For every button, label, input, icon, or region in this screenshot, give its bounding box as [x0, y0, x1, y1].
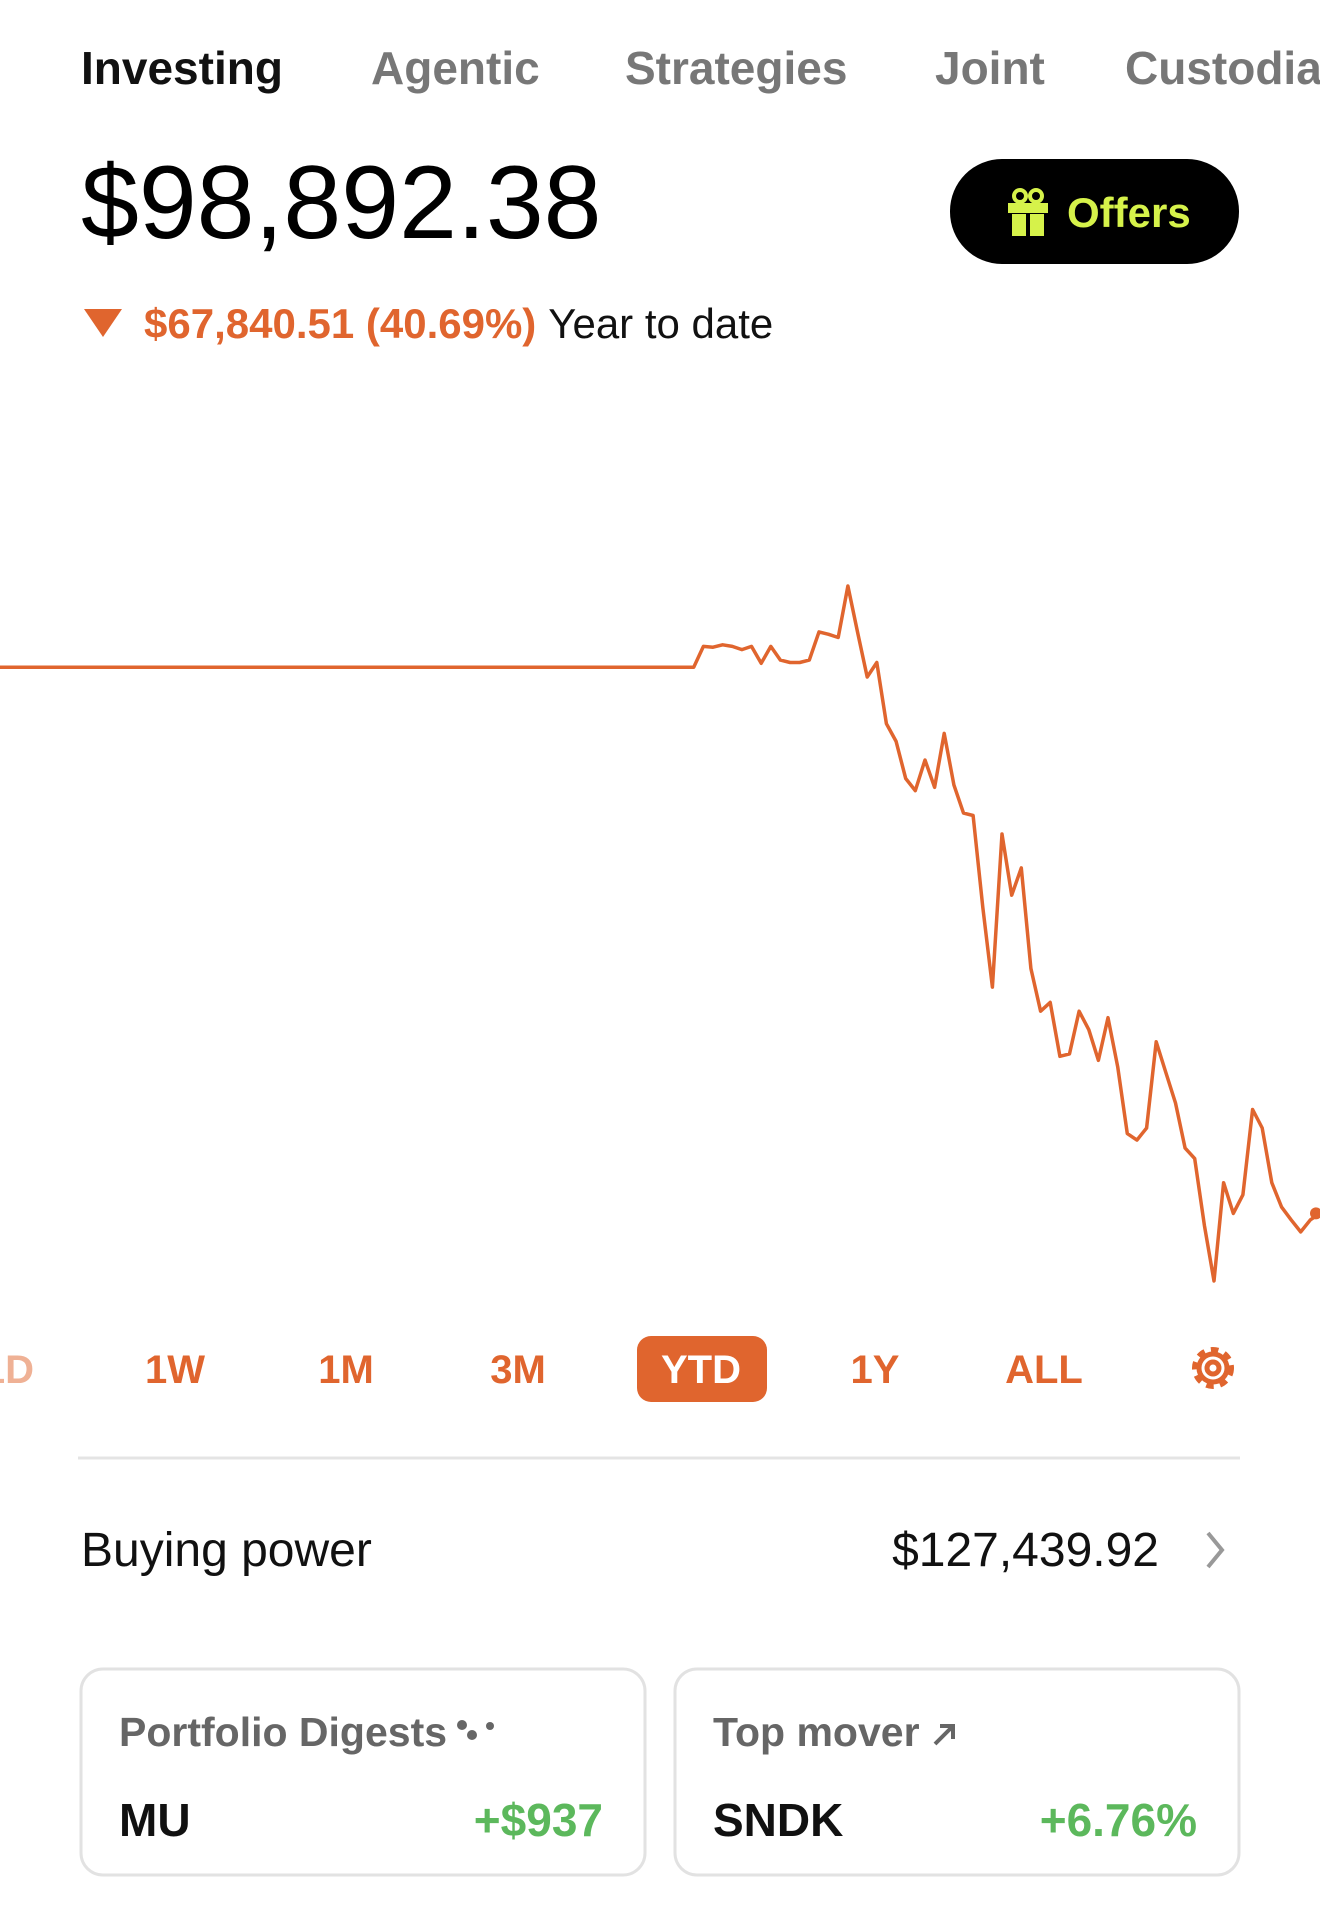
buying-power-label: Buying power — [81, 1524, 372, 1577]
card-value: +$937 — [474, 1794, 603, 1846]
change-amount: $67,840.51 (40.69%) — [144, 300, 536, 347]
range-button[interactable]: YTD — [661, 1348, 741, 1392]
arrow-icon — [933, 1724, 955, 1746]
range-active-bg — [637, 1336, 767, 1402]
gift-icon — [1008, 188, 1048, 236]
buying-power-value: $127,439.92 — [892, 1524, 1159, 1577]
settings-gear[interactable] — [1192, 1347, 1234, 1389]
card-value: +6.76% — [1040, 1794, 1197, 1846]
range-button[interactable]: ALL — [1005, 1348, 1083, 1392]
tab[interactable]: Joint — [935, 42, 1045, 94]
offers-bg — [950, 159, 1239, 264]
range-button[interactable]: 1D — [0, 1348, 34, 1392]
card-ticker: MU — [119, 1794, 191, 1846]
tab[interactable]: Custodial — [1125, 42, 1320, 94]
card[interactable]: Portfolio Digests MU +$937 — [79, 1667, 647, 1877]
card-title: Top mover — [713, 1709, 920, 1755]
offers-label: Offers — [1067, 189, 1191, 236]
card-bg — [79, 1667, 647, 1877]
offers-button[interactable]: Offers — [950, 159, 1239, 264]
range-selector: 1D 1W 1M 3M YTD 1Y ALL — [0, 1336, 1083, 1402]
change: $67,840.51 (40.69%) Year to date — [144, 300, 773, 347]
tab[interactable]: Strategies — [625, 42, 847, 94]
balance: $98,892.38 — [81, 145, 602, 261]
chart — [0, 584, 1320, 1283]
range-button[interactable]: 3M — [490, 1348, 546, 1392]
card-title: Portfolio Digests — [119, 1709, 447, 1755]
down-arrow — [84, 309, 122, 337]
card[interactable]: Top mover SNDK +6.76% — [673, 1667, 1241, 1877]
tab[interactable]: Agentic — [371, 42, 540, 94]
change-period: Year to date — [548, 300, 773, 347]
card-ticker: SNDK — [713, 1794, 843, 1846]
tab-active[interactable]: Investing — [81, 42, 283, 94]
range-button[interactable]: 1M — [318, 1348, 374, 1392]
digest-icon — [457, 1720, 494, 1740]
chevron — [1206, 1531, 1225, 1569]
buying-power-row[interactable]: Buying power $127,439.92 — [81, 1524, 1225, 1577]
current-dot — [1310, 1207, 1320, 1220]
range-button[interactable]: 1Y — [851, 1348, 900, 1392]
range-button[interactable]: 1W — [145, 1348, 205, 1392]
card-bg — [673, 1667, 1241, 1877]
price-line — [0, 584, 1320, 1283]
